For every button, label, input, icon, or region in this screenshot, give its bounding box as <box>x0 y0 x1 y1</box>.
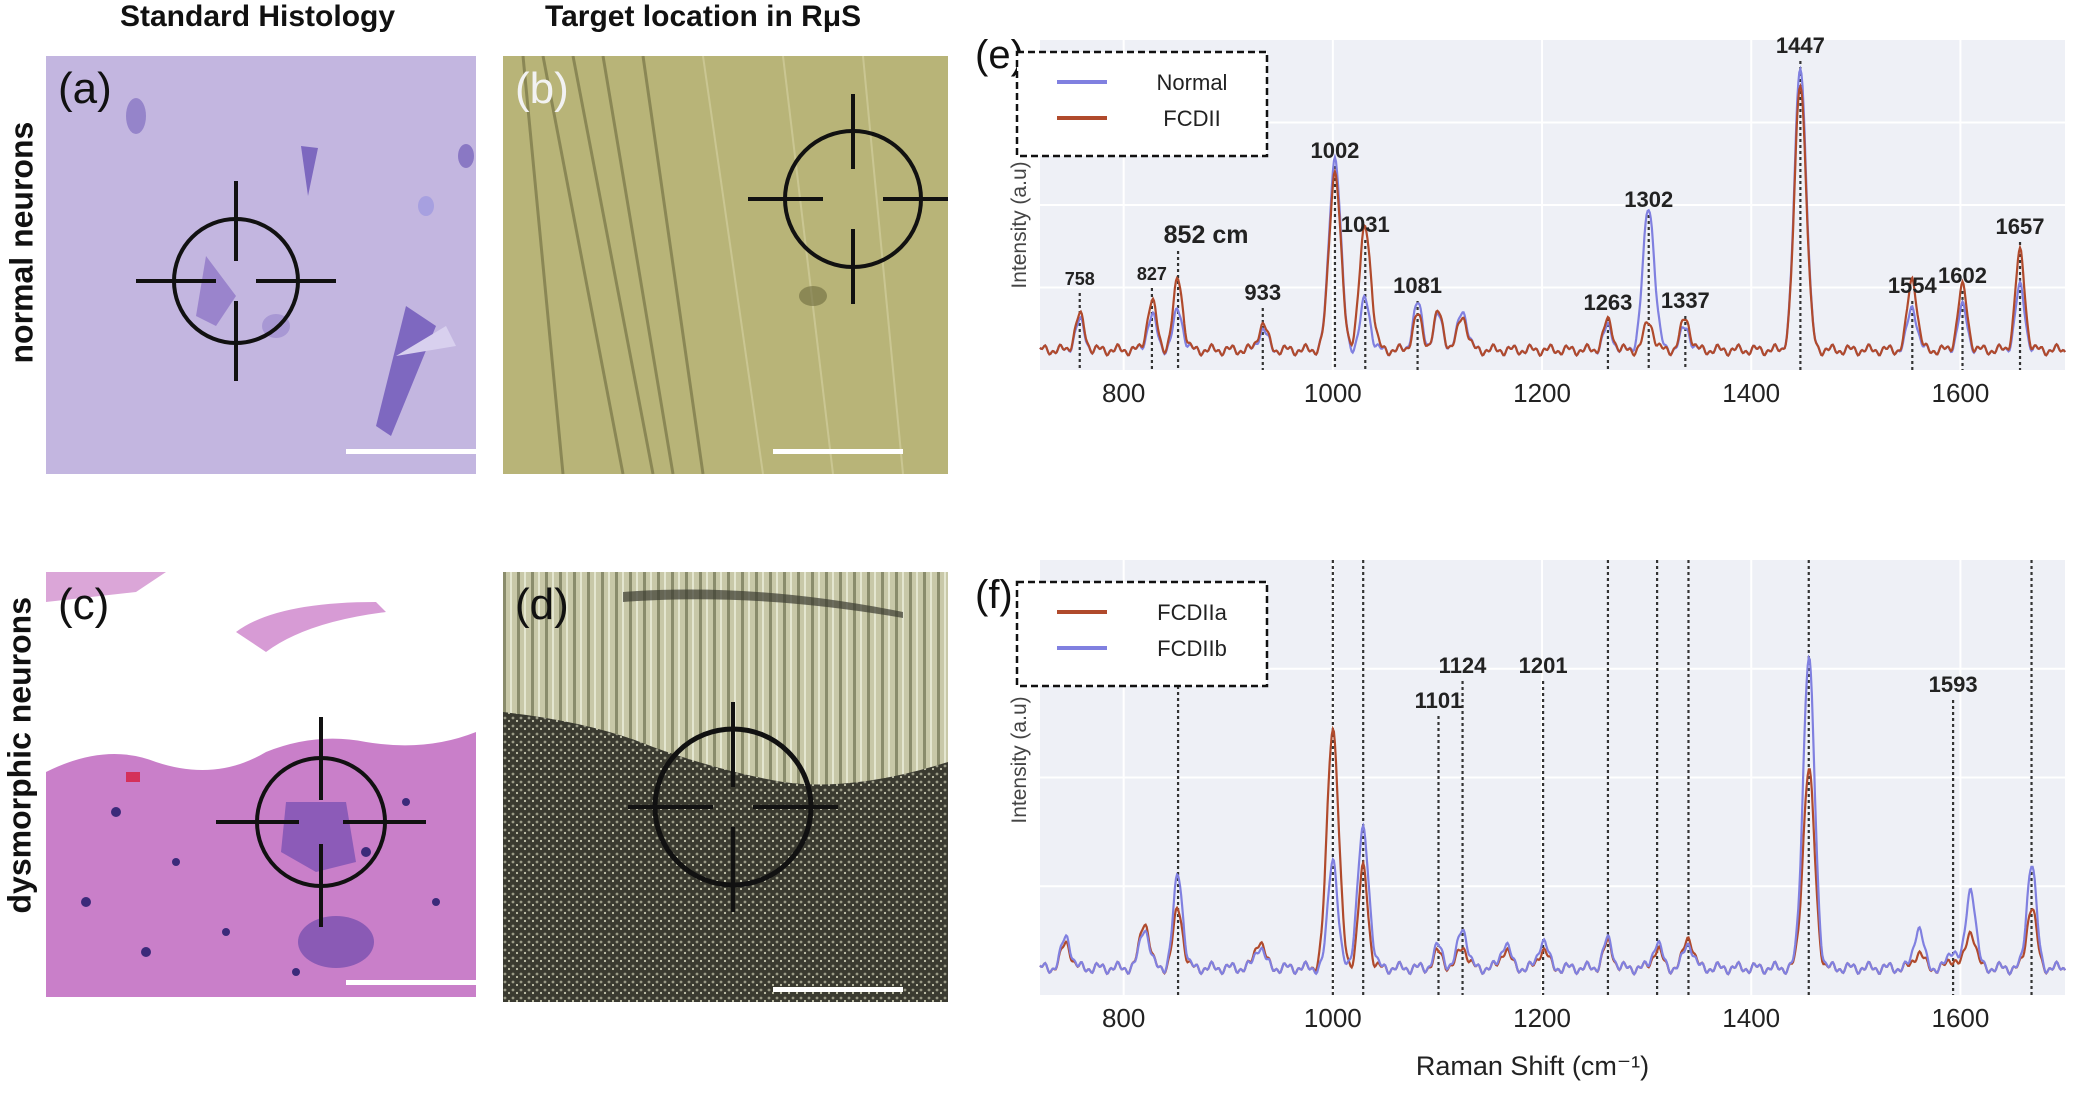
peak-label: 1554 <box>1888 273 1938 298</box>
peak-label: 1263 <box>1583 290 1632 315</box>
crosshair-icon <box>136 181 336 381</box>
histology-normal-graphic <box>46 56 476 474</box>
x-tick-label: 1000 <box>1304 378 1362 408</box>
row-label-normal: normal neurons <box>3 121 40 364</box>
crosshair-icon <box>748 94 948 304</box>
x-tick-label: 800 <box>1102 1003 1145 1033</box>
legend: Normal FCDII <box>1015 50 1269 158</box>
panel-letter-c: (c) <box>58 580 110 629</box>
x-tick-label: 1400 <box>1722 378 1780 408</box>
x-tick-label: 1000 <box>1304 1003 1362 1033</box>
x-tick-label: 1600 <box>1931 378 1989 408</box>
peak-label: 1337 <box>1661 288 1710 313</box>
spectrum-chart-f: (f)Intensity (a.u)8001000120014001600852… <box>975 560 2092 1097</box>
peak-label: 758 <box>1065 269 1095 289</box>
peak-label: 1101 <box>1415 688 1463 713</box>
x-tick-label: 1600 <box>1931 1003 1989 1033</box>
peak-label: 1002 <box>1310 138 1359 163</box>
peak-label: 933 <box>1244 280 1281 305</box>
scale-bar <box>346 449 476 454</box>
spectrum-chart-f-svg: (f)Intensity (a.u)8001000120014001600852… <box>975 560 2066 1081</box>
crosshair-icon <box>216 717 426 927</box>
x-tick-label: 1200 <box>1513 1003 1571 1033</box>
legend-label: FCDIIb <box>1157 636 1227 661</box>
histology-dysmorphic-graphic <box>46 572 476 997</box>
scale-bar <box>773 449 903 454</box>
x-axis-title: Raman Shift (cm⁻¹) <box>1416 1051 1649 1081</box>
legend-label: FCDII <box>1163 106 1220 131</box>
peak-label: 1201 <box>1519 653 1568 678</box>
panel-letter-b: (b) <box>515 64 569 113</box>
x-tick-label: 1400 <box>1722 1003 1780 1033</box>
column-header-histology: Standard Histology <box>120 0 396 33</box>
scale-bar <box>346 980 476 985</box>
row-label-dysmorphic: dysmorphic neurons <box>1 597 38 914</box>
y-axis-label: Intensity (a.u) <box>1008 696 1031 823</box>
y-axis-label: Intensity (a.u) <box>1008 161 1031 288</box>
legend-label: FCDIIa <box>1157 600 1227 625</box>
histology-image-normal: (a) <box>46 56 476 474</box>
crosshair-icon <box>628 702 838 912</box>
peak-label: 1302 <box>1624 187 1673 212</box>
peak-label: 852 cm <box>1164 221 1249 249</box>
peak-label: 1124 <box>1439 653 1487 678</box>
x-tick-label: 800 <box>1102 378 1145 408</box>
panel-letter-d: (d) <box>515 580 569 629</box>
legend-box <box>1015 580 1269 688</box>
peak-label: 1602 <box>1938 263 1987 288</box>
peak-label: 1081 <box>1393 273 1442 298</box>
spectrum-chart-e-svg: (e) Intensity (a.u) 800 1000 1200 1400 1600 758… <box>975 33 2066 408</box>
x-tick-label: 1200 <box>1513 378 1571 408</box>
series-line-fcdiib <box>1039 654 2066 976</box>
legend-label: Normal <box>1157 70 1228 95</box>
scale-bar <box>773 987 903 992</box>
series-line-fcdii <box>1039 82 2066 358</box>
column-header-rus: Target location in RμS <box>545 0 862 33</box>
spectrum-chart-e: (e) Intensity (a.u) 800 1000 1200 1400 1600 758… <box>975 10 2092 550</box>
legend-box <box>1015 50 1269 158</box>
rus-dysmorphic-graphic <box>503 572 948 1002</box>
rus-image-dysmorphic: (d) <box>503 572 948 1002</box>
peak-label: 1657 <box>1996 214 2045 239</box>
panel-letter: (e) <box>975 33 1024 77</box>
peak-label: 827 <box>1137 264 1167 284</box>
peak-label: 1593 <box>1929 672 1978 697</box>
histology-image-dysmorphic: (c) <box>46 572 476 997</box>
panel-letter: (f) <box>975 573 1013 617</box>
legend: FCDIIa FCDIIb <box>1015 580 1269 688</box>
rus-normal-graphic <box>503 56 948 474</box>
rus-image-normal: (b) <box>503 56 948 474</box>
panel-letter-a: (a) <box>58 64 112 113</box>
peak-label: 1031 <box>1341 212 1390 237</box>
peak-label: 1447 <box>1776 33 1825 58</box>
